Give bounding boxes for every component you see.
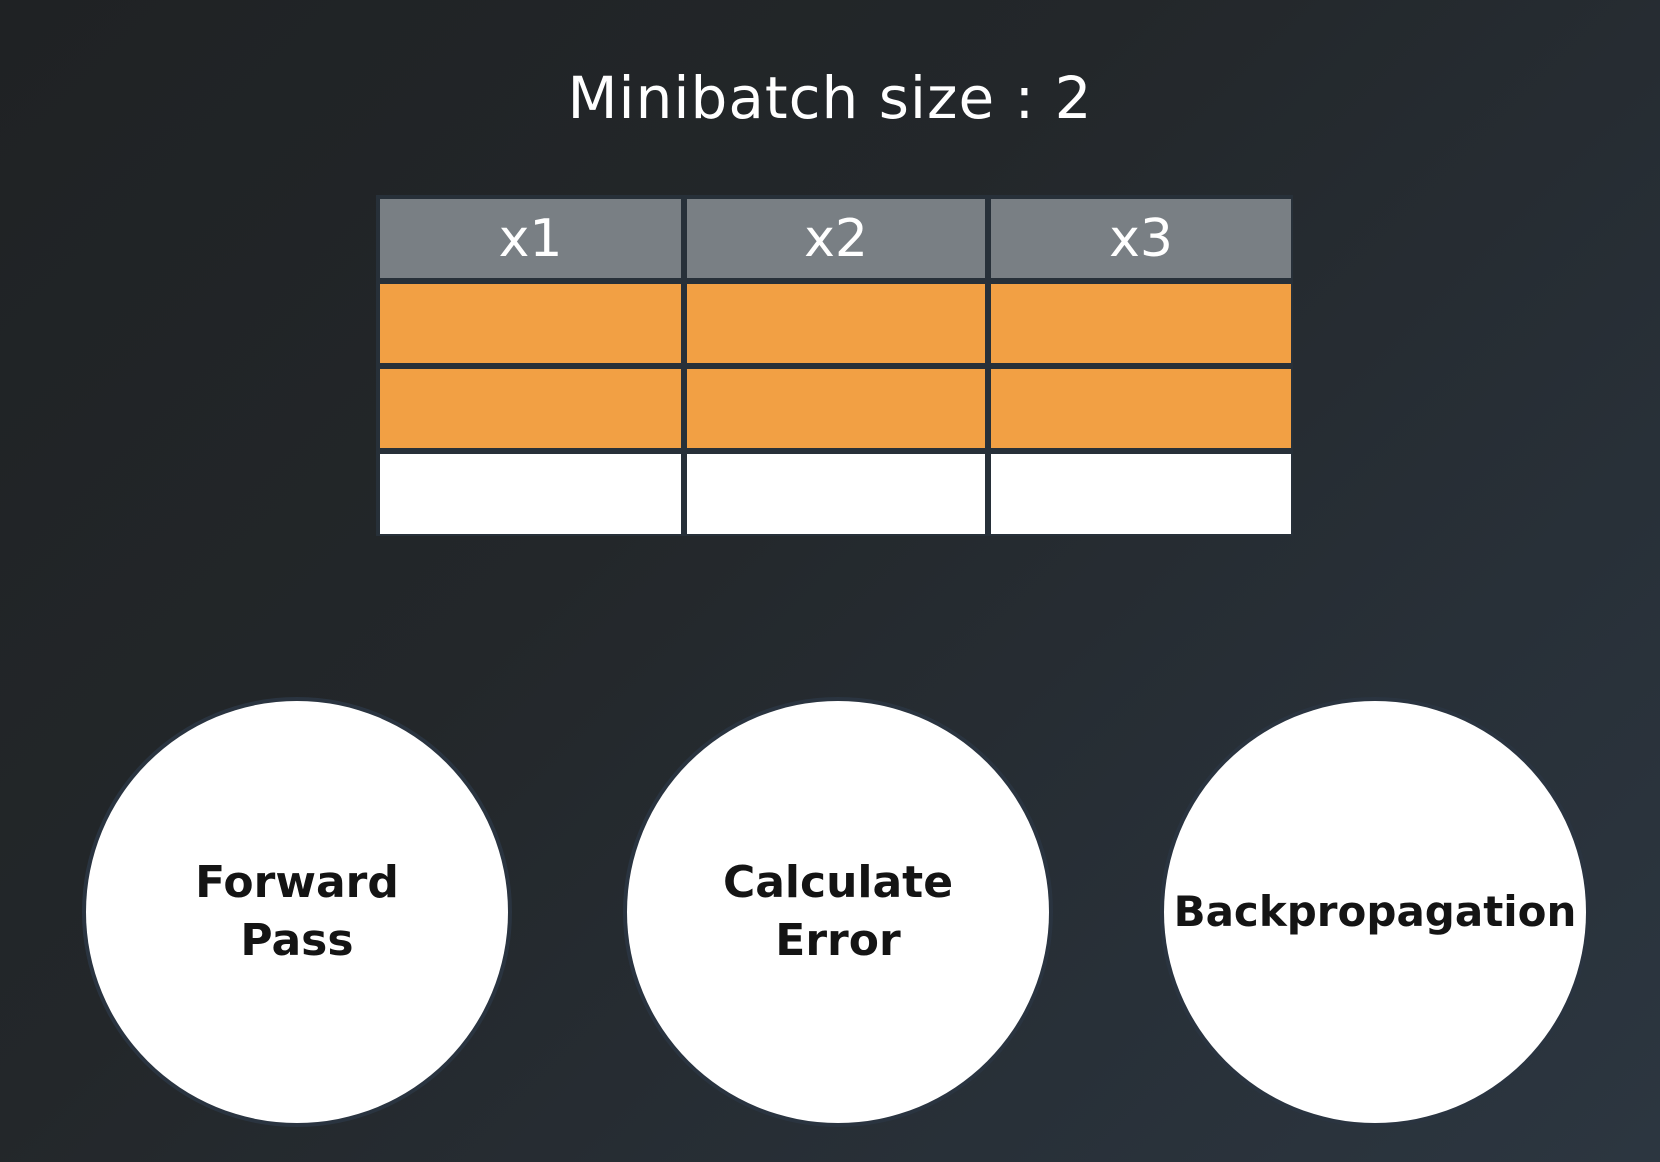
column-header-x3: x3 xyxy=(991,199,1291,278)
batch-row-1-cell-x2 xyxy=(687,284,985,363)
batch-row-1-cell-x3 xyxy=(991,284,1291,363)
batch-row-2-cell-x2 xyxy=(687,369,985,448)
forward-pass-step: Forward Pass xyxy=(86,701,508,1123)
batch-row-1-cell-x1 xyxy=(380,284,681,363)
remaining-row-cell-x3 xyxy=(991,454,1291,534)
slide-title: Minibatch size : 2 xyxy=(567,64,1093,132)
remaining-row-cell-x2 xyxy=(687,454,985,534)
remaining-row-cell-x1 xyxy=(380,454,681,534)
calculate-error-label: Calculate Error xyxy=(722,857,954,966)
column-header-x2: x2 xyxy=(687,199,985,278)
backpropagation-step: Backpropagation xyxy=(1164,701,1586,1123)
batch-row-2-cell-x1 xyxy=(380,369,681,448)
backpropagation-label: Backpropagation xyxy=(1173,887,1577,936)
batch-row-2-cell-x3 xyxy=(991,369,1291,448)
forward-pass-label: Forward Pass xyxy=(195,857,399,966)
column-header-x1: x1 xyxy=(380,199,681,278)
calculate-error-step: Calculate Error xyxy=(627,701,1049,1123)
minibatch-table: x1 x2 x3 xyxy=(376,195,1293,536)
